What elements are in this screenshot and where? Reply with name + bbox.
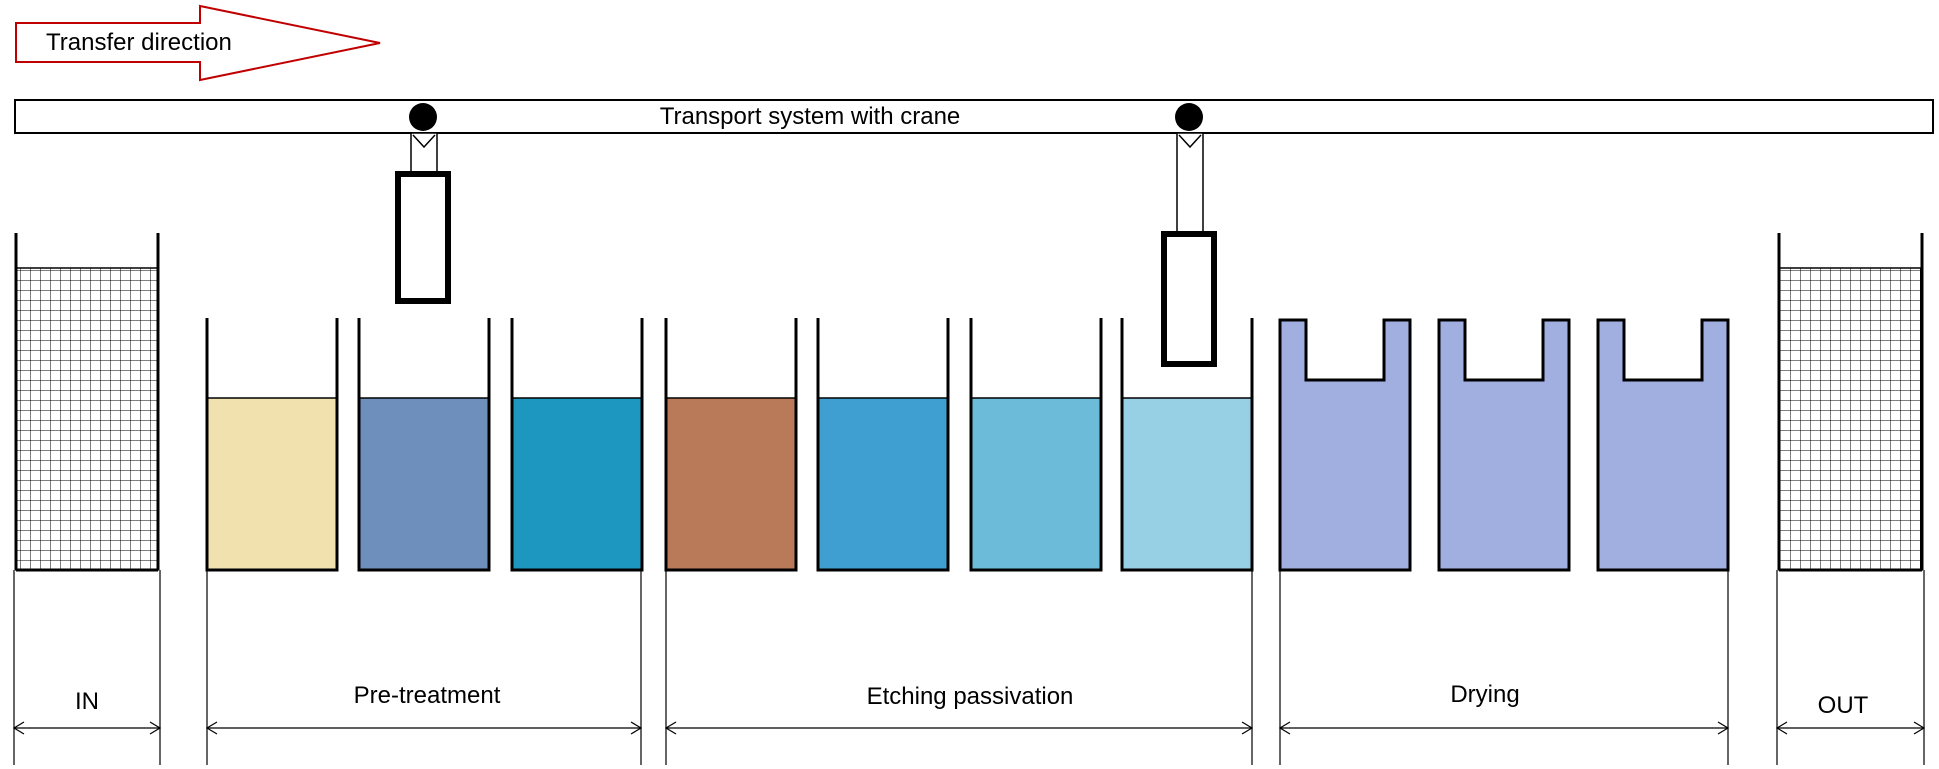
arrow-shape: [15, 4, 381, 82]
tank-5-liquid: [818, 398, 948, 570]
tank-1-liquid: [207, 398, 337, 570]
transport-rail: [14, 99, 1934, 134]
crane-1: [395, 103, 451, 304]
crane-2: [1161, 103, 1217, 367]
crane-1-hoist: [410, 132, 438, 174]
crane-1-basket: [395, 171, 451, 304]
tank-3: [510, 318, 644, 572]
section-label-in: IN: [75, 688, 99, 715]
liquid-tanks: [205, 318, 1254, 572]
tank-3-liquid: [512, 398, 642, 570]
out-rack: [1777, 233, 1924, 572]
tank-4-liquid: [666, 398, 796, 570]
transport-system: Transport system with crane: [14, 99, 1934, 134]
section-dimension-in: [12, 570, 162, 765]
transport-system-label: Transport system with crane: [660, 103, 961, 130]
section-label-drying: Drying: [1450, 681, 1519, 708]
dryer-units: [1278, 318, 1730, 572]
tank-2-liquid: [359, 398, 489, 570]
section-label-etching-passivation: Etching passivation: [867, 683, 1074, 710]
tank-7-liquid: [1122, 398, 1252, 570]
dryer-1: [1278, 318, 1412, 572]
section-dimension-pre: [205, 570, 643, 765]
tank-4: [664, 318, 798, 572]
crane-2-trolley-wheel: [1175, 103, 1203, 131]
section-dimension-dry: [1278, 570, 1730, 765]
tank-5: [816, 318, 950, 572]
section-dimension-etch: [664, 570, 1254, 765]
section-dimensions: [12, 570, 1926, 765]
tank-6-liquid: [971, 398, 1101, 570]
crane-1-trolley-wheel: [409, 103, 437, 131]
section-dimension-out: [1775, 570, 1926, 765]
transfer-direction-label: Transfer direction: [46, 29, 232, 56]
section-label-pre-treatment: Pre-treatment: [354, 682, 501, 709]
transfer-direction-arrow: Transfer direction: [15, 4, 381, 82]
crane-2-basket: [1161, 231, 1217, 367]
tank-2: [357, 318, 491, 572]
dryer-3: [1596, 318, 1730, 572]
in-rack: [14, 233, 160, 572]
section-label-out: OUT: [1818, 692, 1869, 719]
dryer-2: [1437, 318, 1571, 572]
tank-6: [969, 318, 1103, 572]
tank-7: [1120, 318, 1254, 572]
tank-1: [205, 318, 339, 572]
